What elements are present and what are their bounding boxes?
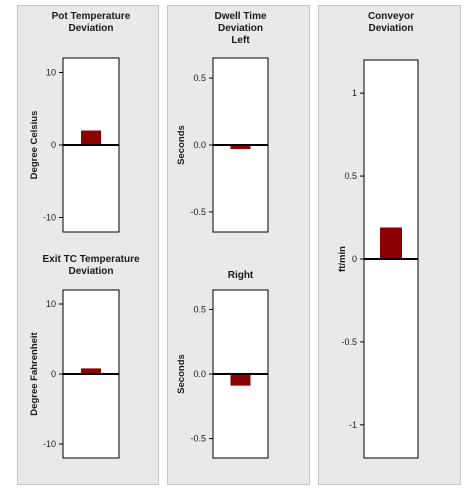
- conveyor-tick-label: 0.5: [344, 171, 357, 181]
- conveyor-bar: [380, 227, 402, 259]
- exit-tc-temperature-bar: [81, 368, 101, 374]
- dwell-time-left-y-axis-label: Seconds: [176, 125, 187, 165]
- pot-temperature-title: Pot Temperature Deviation: [52, 11, 131, 34]
- conveyor-tick-label: 1: [352, 88, 357, 98]
- dwell-time-right-y-axis-label: Seconds: [176, 354, 187, 394]
- conveyor-tick-label: 0: [352, 254, 357, 264]
- pot-temperature-tick-label: 10: [46, 68, 56, 78]
- dwell-time-left-tick-label: -0.5: [190, 207, 206, 217]
- dwell-time-left-tick-label: 0.0: [193, 140, 206, 150]
- dwell-time-right-tick-label: 0.5: [193, 304, 206, 314]
- dwell-time-right-title: Right: [228, 270, 254, 281]
- conveyor-y-axis-label: ft/min: [337, 246, 348, 272]
- dwell-time-left-title: Dwell Time Deviation Left: [214, 11, 266, 46]
- exit-tc-temperature-tick-label: -10: [43, 439, 56, 449]
- dwell-time-right-tick-label: 0.0: [193, 369, 206, 379]
- pot-temperature-tick-label: 0: [51, 140, 56, 150]
- exit-tc-temperature-title: Exit TC Temperature Deviation: [42, 254, 139, 277]
- pot-temperature-bar: [81, 130, 101, 145]
- pot-temperature-tick-label: -10: [43, 213, 56, 223]
- conveyor-title: Conveyor Deviation: [368, 11, 414, 34]
- dwell-time-right-tick-label: -0.5: [190, 434, 206, 444]
- exit-tc-temperature-tick-label: 0: [51, 369, 56, 379]
- dwell-time-left-bar: [230, 145, 251, 150]
- dwell-time-right-bar: [230, 374, 251, 386]
- conveyor-tick-label: -1: [349, 420, 357, 430]
- conveyor-tick-label: -0.5: [341, 337, 357, 347]
- exit-tc-temperature-tick-label: 10: [46, 299, 56, 309]
- exit-tc-temperature-y-axis-label: Degree Fahrenheit: [29, 331, 40, 415]
- dwell-time-left-tick-label: 0.5: [193, 73, 206, 83]
- pot-temperature-y-axis-label: Degree Celsius: [29, 111, 40, 180]
